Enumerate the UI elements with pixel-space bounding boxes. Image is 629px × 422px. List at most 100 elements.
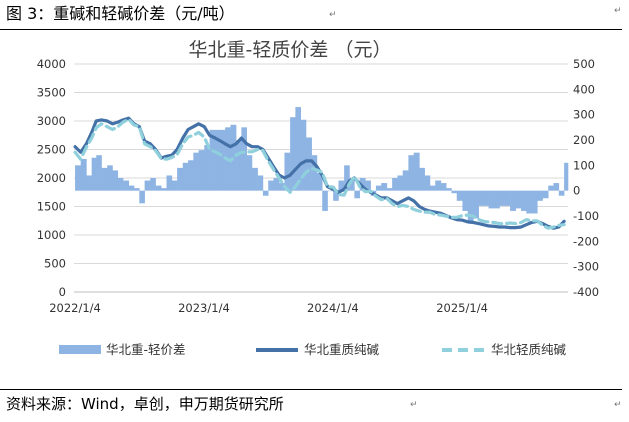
right-tick-label: 500 [573,57,595,71]
spread-bar [531,190,538,214]
spread-bar [402,170,409,191]
spread-bar [521,190,527,211]
left-tick-label: 3000 [37,114,66,128]
spread-bar [107,165,113,191]
spread-bar [419,167,425,191]
legend-label-spread: 华北重-轻价差 [106,342,186,357]
spread-bar [161,188,167,191]
right-tick-label: 0 [573,184,580,198]
spread-bar [553,183,560,191]
spread-bar [408,155,414,191]
paragraph-mark: ↵ [614,6,622,16]
spread-bar [251,167,258,191]
right-tick-label: -100 [573,209,599,223]
spread-bar [123,180,130,191]
spread-bar [473,190,479,219]
spread-bar [338,180,345,191]
right-tick-label: 100 [573,158,595,172]
right-tick-label: -200 [573,234,599,248]
x-tick-label: 2023/1/4 [178,301,230,315]
legend-label-heavy: 华北重质纯碱 [304,342,380,357]
spread-bar [215,129,221,191]
spread-bar [257,175,264,191]
spread-bar [273,178,280,191]
left-tick-label: 2000 [37,171,66,185]
spread-bar [198,150,205,191]
spread-bar [311,155,318,191]
spread-bar [392,178,398,191]
right-tick-label: -300 [573,260,599,274]
spread-bar [456,190,463,201]
spread-bar [177,167,184,191]
spread-bar [193,152,199,191]
spread-bar [462,190,469,211]
left-tick-label: 0 [59,285,66,299]
spread-bar [537,190,543,201]
spread-bar [290,117,296,191]
spread-bar [354,190,360,199]
spread-bar [209,129,216,191]
axes: 05001000150020002500300035004000-400-300… [37,57,599,315]
spread-bar [128,185,135,191]
spread-bar [268,180,274,191]
spread-area [75,107,569,222]
spread-bar [284,152,291,191]
spread-bar [359,178,366,191]
chart-title: 华北重-轻质价差 （元） [189,39,392,61]
spread-bar [134,188,140,191]
spread-bar [349,178,355,191]
spread-bar [112,170,119,191]
paragraph-mark: ↵ [329,10,337,20]
price-lines [73,116,566,230]
spread-bar [564,162,569,191]
x-tick-label: 2025/1/4 [436,301,488,315]
spread-bar [510,190,517,211]
legend: 华北重-轻价差 华北重质纯碱 华北轻质纯碱 [59,342,567,357]
spread-bar [80,159,87,191]
spread-bar [300,119,307,191]
spread-bar [96,155,102,191]
left-tick-label: 3500 [37,86,66,100]
figure-title: 图 3：重碱和轻碱价差（元/吨） [6,4,235,23]
spread-bar [542,190,549,199]
spread-bar [322,190,328,211]
spread-bar [230,124,237,191]
source-note: 资料来源：Wind，卓创，申万期货研究所 [6,395,284,413]
spread-bar [526,190,532,214]
spread-bar [397,175,404,191]
spread-bar [188,160,194,191]
spread-bar [499,190,506,206]
spread-bar [327,190,334,192]
spread-bar [494,190,500,209]
spread-bar [139,190,145,204]
right-tick-label: 200 [573,133,595,147]
legend-swatch-spread [59,345,101,354]
spread-bar [150,178,156,191]
spread-bar [155,185,162,191]
left-tick-label: 500 [44,257,66,271]
spread-bar [86,175,92,191]
spread-bar [295,107,301,191]
spread-bar [435,180,442,191]
spread-bar [204,145,210,191]
spread-bar [365,180,371,191]
spread-bar [220,129,226,191]
spread-bar [241,127,247,191]
spread-bar [344,165,350,191]
spread-bar [333,190,339,201]
spread-bar [446,188,452,191]
legend-label-light: 华北轻质纯碱 [491,342,567,357]
left-tick-label: 1500 [37,200,66,214]
spread-bar [117,178,124,191]
spread-bar [305,137,312,191]
spread-bar [451,190,458,194]
spread-bar [548,185,554,191]
spread-bar [504,190,511,206]
spread-bar [488,190,495,209]
spread-bar [236,140,242,191]
heavy-soda-line [73,116,566,230]
spread-bar [467,190,474,222]
x-tick-label: 2022/1/4 [49,301,101,315]
spread-bar [166,175,173,191]
x-tick-label: 2024/1/4 [307,301,359,315]
